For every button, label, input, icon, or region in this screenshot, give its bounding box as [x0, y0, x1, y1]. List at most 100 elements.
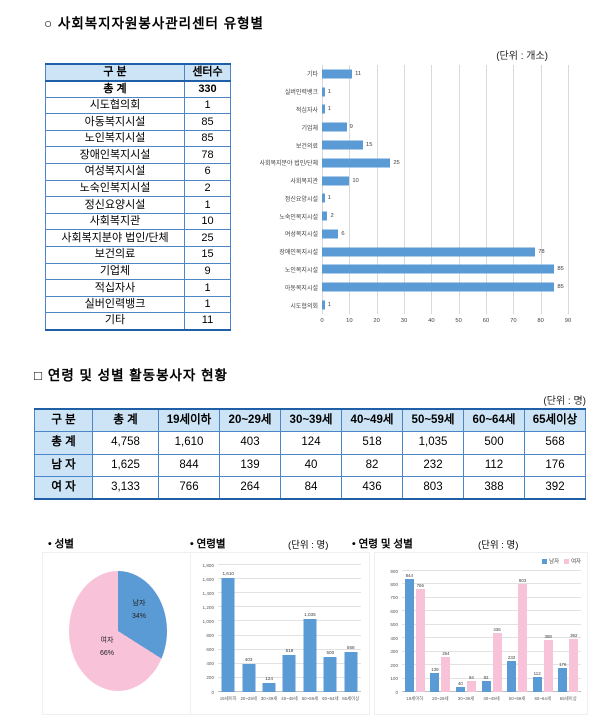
- centers-bar-row: 보건의료 15: [256, 136, 568, 154]
- centers-bar-value: 25: [393, 159, 400, 166]
- table-cell: 15: [184, 246, 231, 264]
- table-cell: 84: [280, 476, 342, 500]
- column-header: 센터수: [184, 63, 231, 82]
- table-cell: 11: [184, 312, 231, 330]
- table-cell: 518: [341, 431, 403, 455]
- table-cell: 노숙인복지시설: [45, 179, 185, 198]
- table-cell: 78: [184, 146, 231, 165]
- centers-bar-value: 15: [365, 142, 373, 149]
- centers-bar-row: 여성복지시설 6: [256, 225, 568, 243]
- gridline: [218, 634, 361, 636]
- centers-bar-row: 노인복지시설 85: [256, 261, 568, 279]
- y-tick-label: 400: [206, 661, 214, 667]
- age-bar-slot: 1,035: [300, 565, 320, 692]
- y-tick-label: 1,200: [202, 604, 215, 610]
- y-tick-label: 1,400: [202, 590, 215, 596]
- y-tick-label: 700: [390, 595, 398, 601]
- section1-title: ○ 사회복지자원봉사관리센터 유형별: [44, 16, 264, 31]
- centers-bar-label: 노인복지시설: [284, 267, 318, 274]
- centers-bar-track: 1: [322, 101, 568, 119]
- table-cell: 정신요양시설: [45, 196, 185, 214]
- table-cell: 568: [524, 431, 586, 455]
- age-gender-chart-bars: 844 766 139 264 40 84 82 436 232 803 112 388 176 392: [402, 571, 581, 692]
- age-gender-legend: 남자 여자: [542, 557, 581, 565]
- table-cell: 남 자: [34, 453, 93, 477]
- y-tick-label: 0: [395, 689, 398, 695]
- centers-bar-label: 사회복지관: [290, 179, 318, 186]
- axis-tick-label: 90: [564, 318, 572, 324]
- gender-pie-panel: 남자 34% 여자 66%: [42, 552, 192, 715]
- centers-bar-label: 시도협의회: [290, 303, 318, 310]
- centers-chart-rows: 기타 11 실버인력뱅크 1 적십자사 1 기업체 9 보건의료 15 사회복지분야 법인/단체 25…: [256, 65, 568, 314]
- x-tick-label: 30~39세: [457, 696, 475, 701]
- gridline: [402, 691, 581, 692]
- age-bar-value: 403: [244, 656, 253, 662]
- centers-bar-track: 1: [322, 189, 568, 207]
- age-chart-plot: 1,610 403 124 518 1,035 500 568: [218, 564, 361, 692]
- gridline: [431, 65, 433, 314]
- y-tick-label: 1,800: [202, 562, 215, 568]
- centers-bar: [322, 69, 353, 79]
- age-bar-slot: 403: [238, 565, 258, 692]
- x-tick-label: 40~49세: [483, 696, 500, 701]
- age-gender-bar-male: 844: [404, 573, 414, 692]
- age-gender-group: 112 388: [530, 571, 556, 692]
- table-cell: 388: [463, 476, 525, 500]
- age-bar: [323, 656, 337, 692]
- centers-bar-track: 1: [322, 296, 568, 314]
- legend-label: 여자: [571, 559, 581, 565]
- centers-bar: [322, 229, 339, 239]
- age-bar: [242, 663, 256, 692]
- age-chart-bars: 1,610 403 124 518 1,035 500 568: [218, 565, 361, 692]
- y-tick-label: 800: [390, 581, 398, 587]
- age-gender-bar-male: 40: [455, 681, 465, 692]
- column-header: 60~64세: [463, 408, 525, 432]
- pie-label-male-name: 남자: [132, 600, 146, 607]
- age-gender-bar-value: 139: [431, 667, 439, 673]
- centers-bar: [322, 140, 363, 150]
- axis-tick-label: 80: [537, 318, 544, 324]
- age-bar: [344, 651, 358, 692]
- gridline: [218, 606, 361, 608]
- legend-label: 남자: [549, 559, 560, 565]
- gridline: [218, 592, 361, 594]
- column-header: 구 분: [34, 408, 93, 432]
- age-gender-bar-value: 803: [518, 578, 527, 584]
- centers-bar-value: 2: [330, 213, 334, 220]
- column-header: 20~29세: [219, 408, 281, 432]
- column-header: 총 계: [92, 408, 159, 432]
- age-gender-bar-female: 388: [543, 634, 553, 692]
- centers-bar-value: 78: [538, 248, 545, 255]
- centers-bar-row: 기타 11: [256, 65, 568, 83]
- gridline: [218, 620, 361, 622]
- column-header: 30~39세: [280, 408, 342, 432]
- centers-bar-label: 여성복지시설: [284, 232, 318, 239]
- centers-bar-track: 78: [322, 243, 568, 261]
- x-tick-label: 50~59세: [301, 696, 319, 701]
- table-cell: 85: [184, 113, 231, 131]
- pie-label-female-pct: 66%: [99, 649, 114, 657]
- table-row: 여 자 3,133 766 264 84 436 803 388 392: [34, 476, 586, 500]
- table-cell: 2: [184, 179, 231, 198]
- age-chart-x-axis: 19세이하 20~29세 30~39세 40~49세 50~59세 60~64세 65세이상: [218, 696, 361, 706]
- table-cell: 총 계: [45, 80, 185, 98]
- table-cell: 403: [219, 431, 281, 455]
- gridline: [402, 664, 581, 666]
- y-tick-label: 1,600: [202, 576, 215, 582]
- table-cell: 여 자: [34, 476, 93, 500]
- age-gender-bar-value: 388: [544, 633, 552, 639]
- table-cell: 392: [524, 476, 586, 500]
- table-cell: 장애인복지시설: [45, 146, 185, 165]
- age-gender-bar-value: 40: [457, 680, 463, 686]
- table-cell: 1,610: [158, 431, 220, 455]
- table-row: 기업체 9: [45, 262, 231, 281]
- y-tick-label: 200: [390, 662, 398, 668]
- age-gender-group: 232 803: [504, 571, 530, 692]
- table-cell: 노인복지시설: [45, 129, 185, 148]
- table-row: 노숙인복지시설 2: [45, 179, 231, 198]
- table-cell: 사회복지관: [45, 212, 185, 231]
- column-header: 40~49세: [341, 408, 403, 432]
- table-cell: 9: [184, 262, 231, 281]
- axis-tick-label: 20: [373, 318, 380, 324]
